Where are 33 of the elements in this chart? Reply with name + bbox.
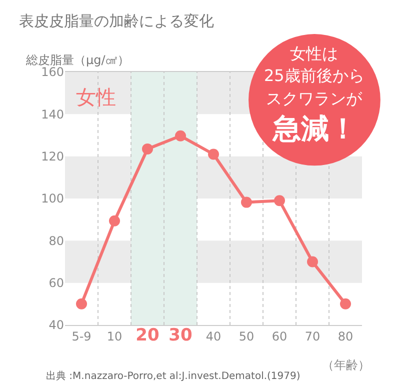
point [274,195,285,206]
x-tick-label: 40 [206,329,222,344]
x-axis-title: （年齢） [322,358,370,372]
point [76,298,87,310]
annotation: スクワランが [266,89,363,108]
x-tick-label: 50 [238,329,254,344]
point [340,298,351,310]
point [307,256,318,268]
point [241,196,252,208]
point [208,148,219,160]
x-tick-label: 5-9 [72,329,92,344]
y-tick-label: 60 [48,276,64,290]
annotation: 25歳前後から [264,66,364,85]
x-tick-label: 20 [136,325,160,346]
annotation: 女性 [76,85,116,109]
y-tick-label: 100 [41,192,64,206]
text: 女性は [290,44,338,63]
point [142,143,153,154]
y-tick-label: 140 [41,107,64,122]
annotation: 急減！ [272,112,357,145]
x-tick-label: 70 [304,329,320,344]
point [175,130,186,142]
chart-title: 表皮皮脂量の加齢による変化 [19,12,214,30]
x-tick-label: 30 [168,325,192,346]
point [109,215,120,226]
x-tick-label: 80 [338,329,354,344]
y-tick-label: 160 [41,65,64,80]
y-tick-label: 80 [48,234,64,248]
x-tick-label: 10 [106,329,122,344]
source-note: 出典 :M.nazzaro-Porro,et al:J.invest.Dematol.(1979) [46,370,300,382]
x-tick-label: 60 [272,329,288,344]
y-tick-label: 120 [41,150,64,164]
y-axis-title: 総皮脂量（μg/㎠） [25,53,130,67]
